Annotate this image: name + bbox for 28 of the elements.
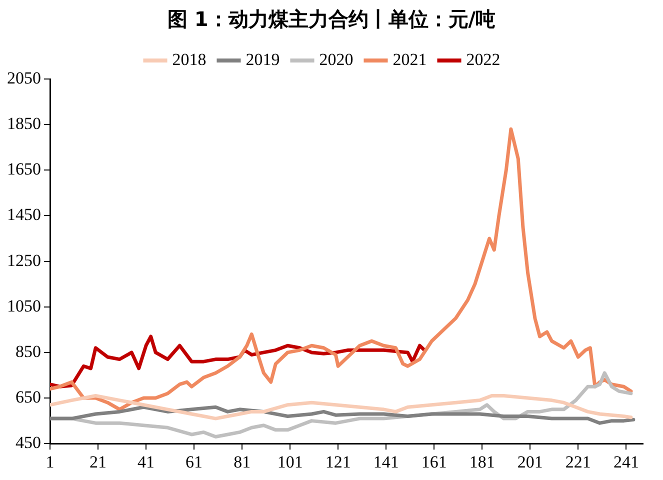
legend-label: 2022	[466, 50, 500, 69]
x-tick-label: 181	[469, 452, 495, 472]
y-tick-label: 1450	[7, 205, 41, 224]
legend-label: 2018	[172, 50, 206, 69]
x-tick-label: 241	[613, 452, 639, 472]
x-tick-label: 1	[46, 452, 54, 472]
legend-label: 2020	[319, 50, 354, 69]
x-tick-label: 41	[138, 452, 155, 472]
x-tick-label: 141	[373, 452, 399, 472]
x-tick-label: 201	[517, 452, 543, 472]
y-tick-label: 450	[16, 433, 41, 452]
x-tick-label: 121	[325, 452, 351, 472]
x-tick-label: 61	[186, 452, 203, 472]
x-tick-label: 221	[565, 452, 591, 472]
x-tick-label: 101	[277, 452, 303, 472]
y-tick-label: 850	[16, 342, 41, 361]
y-tick-label: 1050	[7, 296, 41, 316]
y-tick-label: 1650	[7, 160, 41, 179]
chart-title: 图 1：动力煤主力合约丨单位：元/吨	[166, 6, 497, 33]
legend-label: 2021	[392, 50, 427, 69]
y-tick-label: 1250	[7, 250, 41, 270]
x-tick-label: 21	[90, 452, 107, 472]
x-tick-label: 161	[421, 452, 447, 472]
y-tick-label: 2050	[7, 68, 41, 88]
y-tick-label: 650	[16, 387, 41, 406]
legend-label: 2019	[246, 50, 280, 69]
x-tick-label: 81	[234, 452, 251, 472]
y-tick-label: 1850	[7, 114, 41, 134]
